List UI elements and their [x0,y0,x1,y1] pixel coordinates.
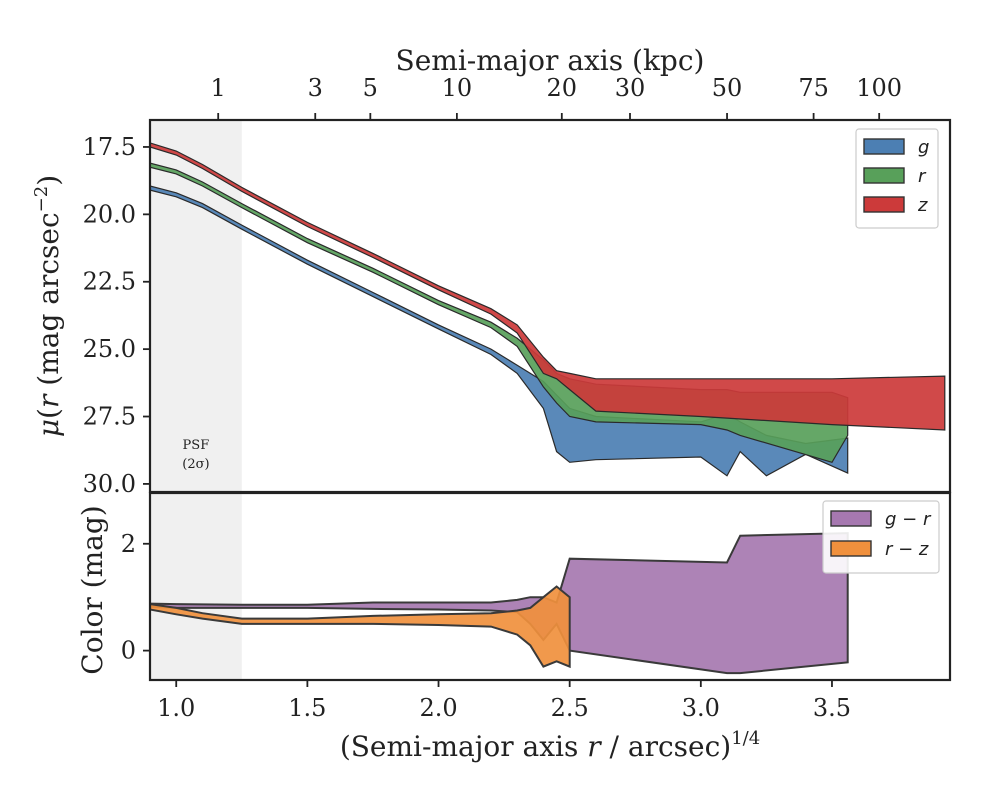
band-r-minus-z [150,585,571,669]
legend-label-r: r [918,166,927,187]
legend-label-r-minus-z: r − z [885,539,929,560]
y-tick-label: 27.5 [83,403,136,431]
top-tick-label: 100 [856,74,902,102]
y-tick-label: 17.5 [83,133,136,161]
legend-label-g-minus-r: g − r [885,509,932,530]
legend-swatch-r-minus-z [830,540,872,557]
top-tick-label: 75 [798,74,829,102]
x-tick-label: 2.0 [419,694,457,722]
x-tick-label: 3.0 [682,694,720,722]
band-r [150,162,849,464]
bottom-axes-frame [148,491,952,682]
y-tick-label: 20.0 [83,200,136,228]
legend-swatch-g [863,138,905,155]
top-tick-label: 1 [211,74,226,102]
top-tick-label: 5 [363,74,378,102]
psf-region-bottom [150,493,242,680]
x-axis-title: (Semi-major axis r / arcsec)1/4 [340,728,760,763]
axis-ticks: 1.0 1.5 2.0 2.5 3.0 3.51 3 5 10 20 30 50 75 10017.520… [83,74,903,722]
y-axis-title-surface-brightness: μ(r (mag arcsec−2) [31,175,65,437]
top-axis-title: Semi-major axis (kpc) [396,44,705,77]
psf-label: PSF [183,438,210,453]
legend-colors: g − r r − z [822,500,940,574]
y-tick-label: 30.0 [83,470,136,498]
band-z [150,142,946,431]
top-tick-label: 50 [712,74,743,102]
legend-label-g: g [918,137,929,158]
y-axis-title-color: Color (mag) [76,505,109,674]
legend-swatch-z [863,196,905,213]
legend-bands: grz [855,128,939,229]
y-tick-label: 25.0 [83,335,136,363]
y-tick-label: 22.5 [83,268,136,296]
top-tick-label: 10 [442,74,473,102]
top-tick-label: 20 [547,74,578,102]
color-y-tick-label: 0 [121,637,136,665]
x-tick-label: 1.0 [157,694,195,722]
x-tick-label: 2.5 [551,694,589,722]
color-panel [150,532,849,675]
legend-swatch-g-minus-r [830,510,872,527]
legend-swatch-r [863,167,905,184]
top-tick-label: 30 [615,74,646,102]
x-tick-label: 3.5 [813,694,851,722]
legend-label-z: z [917,195,928,216]
color-y-tick-label: 2 [121,530,136,558]
top-tick-label: 3 [308,74,323,102]
psf-region [150,120,242,492]
psf-sigma-label: (2σ) [182,457,209,472]
band-g-minus-r [150,532,849,675]
x-tick-label: 1.5 [288,694,326,722]
surface-brightness-panel [150,142,946,477]
